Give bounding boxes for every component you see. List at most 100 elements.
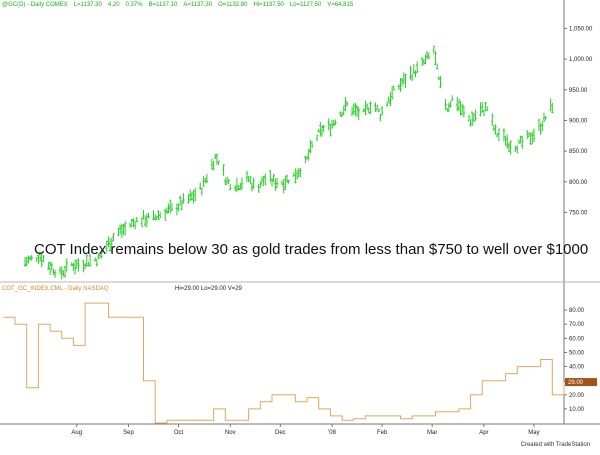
price-bar: [192, 189, 195, 204]
header-ask: A=1137.30: [183, 2, 213, 8]
price-bar: [404, 73, 407, 88]
price-bar: [519, 135, 522, 144]
price-bar: [133, 221, 137, 230]
cot-ytick-label-3: 40.00: [569, 365, 585, 371]
price-bar: [462, 105, 466, 118]
price-bar: [259, 180, 262, 189]
price-bar: [260, 176, 264, 184]
price-bar: [264, 173, 267, 186]
price-bar: [275, 177, 279, 189]
price-bar: [292, 172, 295, 177]
price-bar: [112, 233, 115, 241]
price-ytick-label-0: 750.00: [569, 211, 588, 217]
price-bar: [252, 177, 255, 189]
cot-last-value-box: [565, 378, 597, 387]
price-bar: [329, 123, 332, 137]
cot-ytick-label-5: 60.00: [569, 336, 585, 342]
price-bar: [456, 96, 459, 112]
price-bar: [128, 223, 132, 229]
price-bar: [482, 109, 486, 116]
price-bar: [202, 176, 205, 187]
price-ytick-label-1: 800.00: [569, 180, 588, 186]
price-bar: [240, 177, 244, 191]
price-bar: [427, 52, 431, 59]
price-bar: [537, 119, 541, 132]
price-bar: [434, 51, 437, 66]
x-tick-label-3: Nov: [225, 430, 236, 436]
price-bar: [414, 70, 417, 78]
price-bar: [130, 218, 134, 227]
price-bar: [506, 134, 509, 149]
price-bar: [87, 261, 90, 267]
price-bar: [399, 77, 402, 92]
price-ytick-label-4: 950.00: [569, 88, 588, 94]
price-bar: [234, 184, 237, 192]
price-ytick-label-2: 850.00: [569, 149, 588, 155]
price-bar: [527, 132, 531, 138]
price-bar: [494, 124, 497, 135]
price-bar: [158, 211, 162, 218]
price-bar: [532, 128, 536, 142]
price-bar: [387, 96, 390, 104]
price-bar: [70, 262, 73, 267]
price-bar: [504, 136, 507, 147]
price-bar: [225, 176, 229, 185]
price-bar: [142, 210, 145, 220]
price-bar: [294, 168, 297, 184]
price-bar: [28, 256, 32, 261]
price-bar: [390, 86, 394, 100]
price-bar: [362, 108, 365, 113]
price-bar: [182, 193, 185, 204]
price-ytick-label-5: 1,000.00: [569, 57, 593, 63]
price-bar: [152, 210, 155, 221]
price-bar: [369, 101, 372, 115]
price-bar: [274, 178, 277, 191]
x-tick-label-7: Mar: [427, 430, 437, 436]
price-bar: [526, 130, 529, 139]
price-bar: [147, 212, 150, 219]
price-bar: [514, 145, 517, 152]
price-bar: [250, 182, 254, 192]
price-bar: [100, 249, 103, 259]
price-bar: [249, 175, 252, 185]
price-bar: [375, 104, 379, 111]
header-high: Hi=1137.50: [253, 2, 284, 8]
price-bar: [322, 125, 325, 132]
cot-header-name: COT_GC_INDEX.CML - Daily NASDAQ: [2, 286, 109, 292]
price-bar: [551, 102, 554, 114]
price-bar: [47, 262, 50, 270]
price-bar: [214, 153, 217, 159]
price-bar: [60, 266, 63, 280]
price-bar: [479, 102, 482, 117]
price-bar: [439, 76, 442, 89]
price-bar: [374, 102, 377, 112]
price-bar: [235, 177, 239, 192]
price-bar: [62, 270, 65, 277]
price-bar: [389, 91, 392, 107]
price-bar: [35, 257, 38, 262]
price-bar: [410, 73, 414, 82]
price-bar: [420, 56, 424, 67]
cot-ytick-label-1: 20.00: [569, 393, 585, 399]
price-bar: [245, 170, 249, 182]
x-tick-label-4: Dec: [275, 430, 286, 436]
price-bar: [307, 148, 310, 161]
price-bar: [432, 45, 436, 55]
cot-ytick-label-0: 10.00: [569, 407, 585, 413]
price-bar: [224, 178, 227, 186]
price-bar: [53, 269, 57, 278]
price-bar: [48, 261, 52, 275]
x-tick-label-6: Feb: [377, 430, 388, 436]
price-bar: [377, 108, 380, 113]
price-bar: [25, 256, 28, 267]
price-bar: [58, 266, 62, 274]
x-tick-label-9: May: [528, 430, 539, 436]
price-bar: [118, 225, 122, 235]
price-bar: [110, 238, 113, 246]
price-bar: [93, 257, 97, 262]
price-bar: [352, 103, 355, 115]
price-bar: [385, 101, 389, 107]
price-bar: [95, 258, 98, 267]
price-bar: [484, 102, 487, 112]
